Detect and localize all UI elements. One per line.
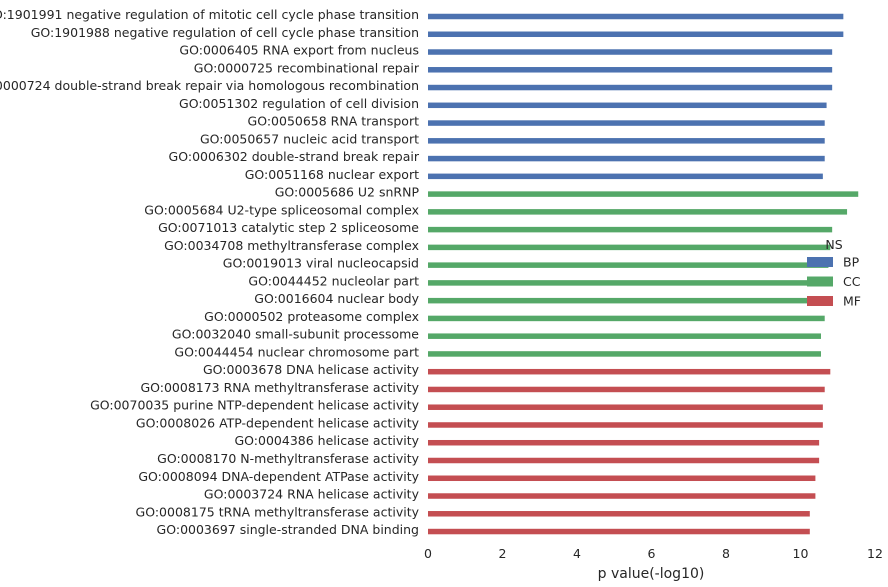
category-label: GO:0005686 U2 snRNP: [275, 185, 420, 200]
category-label: GO:0008173 RNA methyltransferase activit…: [140, 380, 419, 395]
category-label: GO:0050657 nucleic acid transport: [200, 131, 419, 146]
bar-cc: [428, 280, 827, 286]
x-tick-label: 4: [573, 546, 581, 561]
legend: NS BP CC MF: [807, 237, 861, 309]
bar-mf: [428, 422, 823, 428]
category-label: GO:0008094 DNA-dependent ATPase activity: [138, 469, 419, 484]
bar-mf: [428, 475, 816, 482]
bar-bp: [428, 120, 825, 126]
bar-cc: [428, 351, 821, 357]
bar-bp: [428, 49, 833, 55]
legend-label-mf: MF: [843, 294, 861, 309]
bar-mf: [428, 439, 820, 446]
category-label: GO:0032040 small-subunit processome: [172, 327, 419, 342]
x-tick-label: 10: [793, 546, 809, 561]
legend-entries: BP CC MF: [807, 255, 861, 309]
category-label: GO:0000725 recombinational repair: [194, 60, 420, 75]
x-tick-label: 0: [424, 546, 432, 561]
bar-cc: [428, 297, 825, 304]
category-label: GO:0006302 double-strand break repair: [169, 149, 420, 164]
bar-mf: [428, 386, 825, 393]
category-label: GO:0006405 RNA export from nucleus: [179, 43, 419, 58]
legend-swatch-bp: [807, 257, 833, 267]
x-tick-label: 6: [648, 546, 656, 561]
bar-mf: [428, 528, 810, 535]
category-label: GO:0070035 purine NTP-dependent helicase…: [90, 398, 420, 413]
bar-mf: [428, 404, 823, 410]
x-axis-label: p value(-log10): [598, 566, 705, 582]
bar-cc: [428, 191, 859, 197]
category-label: GO:0016604 nuclear body: [254, 291, 419, 306]
x-tick-label: 8: [722, 546, 730, 561]
category-label: GO:0004386 helicase activity: [234, 433, 419, 448]
category-label: GO:0000502 proteasome complex: [204, 309, 419, 324]
bar-cc: [428, 244, 831, 251]
category-label: GO:1901991 negative regulation of mitoti…: [0, 7, 419, 22]
category-label: GO:0008026 ATP-dependent helicase activi…: [136, 415, 420, 430]
bar-bp: [428, 173, 823, 180]
bar-mf: [428, 368, 831, 375]
category-label: GO:0044454 nuclear chromosome part: [174, 344, 419, 359]
category-label: GO:0003678 DNA helicase activity: [203, 362, 420, 377]
bar-mf: [428, 457, 820, 464]
category-label: GO:0051168 nuclear export: [245, 167, 419, 182]
bar-cc: [428, 209, 848, 215]
category-label: GO:0005684 U2-type spliceosomal complex: [144, 202, 419, 217]
category-label: GO:0000724 double-strand break repair vi…: [0, 78, 419, 93]
legend-label-cc: CC: [843, 274, 861, 289]
category-labels: GO:1901991 negative regulation of mitoti…: [0, 7, 420, 537]
bar-cc: [428, 315, 825, 322]
category-label: GO:0051302 regulation of cell division: [179, 96, 419, 111]
bar-cc: [428, 333, 821, 339]
category-label: GO:0034708 methyltransferase complex: [164, 238, 419, 253]
x-tick-label: 12: [867, 546, 883, 561]
category-label: GO:0003724 RNA helicase activity: [204, 487, 420, 502]
bar-mf: [428, 493, 816, 499]
bar-bp: [428, 138, 825, 144]
bar-bp: [428, 84, 833, 91]
bar-bp: [428, 31, 844, 38]
bar-bp: [428, 67, 833, 73]
category-label: GO:0003697 single-stranded DNA binding: [157, 522, 419, 537]
bar-bp: [428, 102, 827, 109]
x-tick-label: 2: [499, 546, 507, 561]
category-label: GO:0008170 N-methyltransferase activity: [157, 451, 419, 466]
bars-layer: [428, 13, 859, 535]
category-label: GO:0019013 viral nucleocapsid: [223, 256, 419, 271]
bar-mf: [428, 511, 810, 517]
category-label: GO:0044452 nucleolar part: [248, 273, 419, 288]
bar-bp: [428, 13, 844, 20]
legend-label-bp: BP: [843, 255, 860, 270]
legend-swatch-mf: [807, 296, 833, 306]
bar-bp: [428, 155, 825, 162]
legend-title: NS: [825, 237, 842, 252]
x-axis: 0 2 4 6 8 10 12: [424, 546, 883, 561]
legend-swatch-cc: [807, 276, 833, 287]
category-label: GO:1901988 negative regulation of cell c…: [31, 25, 419, 40]
bar-cc: [428, 262, 829, 268]
bar-cc: [428, 226, 833, 233]
category-label: GO:0071013 catalytic step 2 spliceosome: [158, 220, 419, 235]
category-label: GO:0050658 RNA transport: [248, 114, 420, 129]
category-label: GO:0008175 tRNA methyltransferase activi…: [136, 504, 420, 519]
